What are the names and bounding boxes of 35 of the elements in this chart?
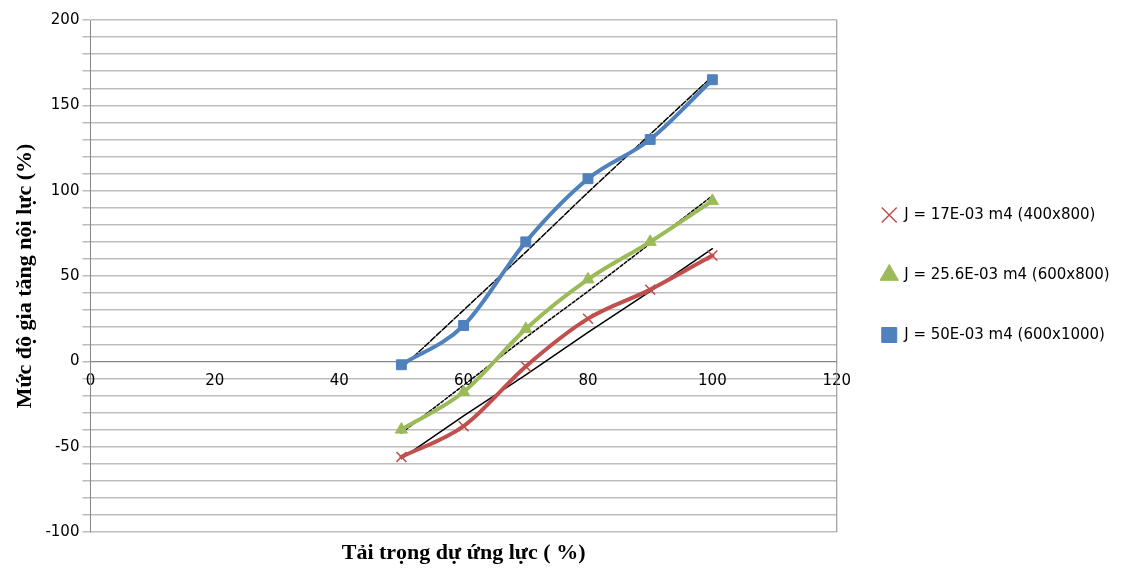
point <box>395 359 407 371</box>
point <box>394 422 408 434</box>
point <box>519 321 533 333</box>
point <box>457 384 471 397</box>
point <box>395 451 408 463</box>
point <box>644 134 656 145</box>
x-tick-label: 80 <box>578 371 598 390</box>
y-axis-title: Mức độ gia tăng nội lực (%) <box>10 143 36 409</box>
point <box>582 173 594 185</box>
y-tick-label: 100 <box>50 180 80 199</box>
point <box>520 236 532 248</box>
legend-label: J = 50E-03 m4 (600x1000) <box>903 324 1105 343</box>
point <box>581 271 595 284</box>
y-tick-label: 0 <box>69 351 80 370</box>
point <box>644 283 656 296</box>
x-tick-label: 40 <box>329 371 349 390</box>
point <box>643 234 657 246</box>
point <box>582 312 594 325</box>
point <box>705 193 719 205</box>
y-tick-label: 50 <box>60 265 80 284</box>
legend-label: J = 17E-03 m4 (400x800) <box>903 204 1096 223</box>
point <box>457 420 470 432</box>
y-tick-label: 150 <box>50 95 80 114</box>
y-tick-label: -50 <box>54 436 80 455</box>
y-tick-label: -100 <box>45 521 80 540</box>
point <box>706 249 719 262</box>
x-axis-title: Tải trọng dự ứng lực ( %) <box>341 538 586 564</box>
legend-label: J = 25.6E-03 m4 (600x800) <box>903 264 1110 283</box>
x-tick-label: 20 <box>205 371 225 390</box>
point <box>458 320 470 331</box>
x-tick-label: 100 <box>698 371 727 390</box>
y-tick-label: 200 <box>50 9 80 28</box>
x-tick-label: 120 <box>822 371 852 390</box>
point <box>706 74 718 86</box>
x-tick-label: 60 <box>454 371 474 390</box>
